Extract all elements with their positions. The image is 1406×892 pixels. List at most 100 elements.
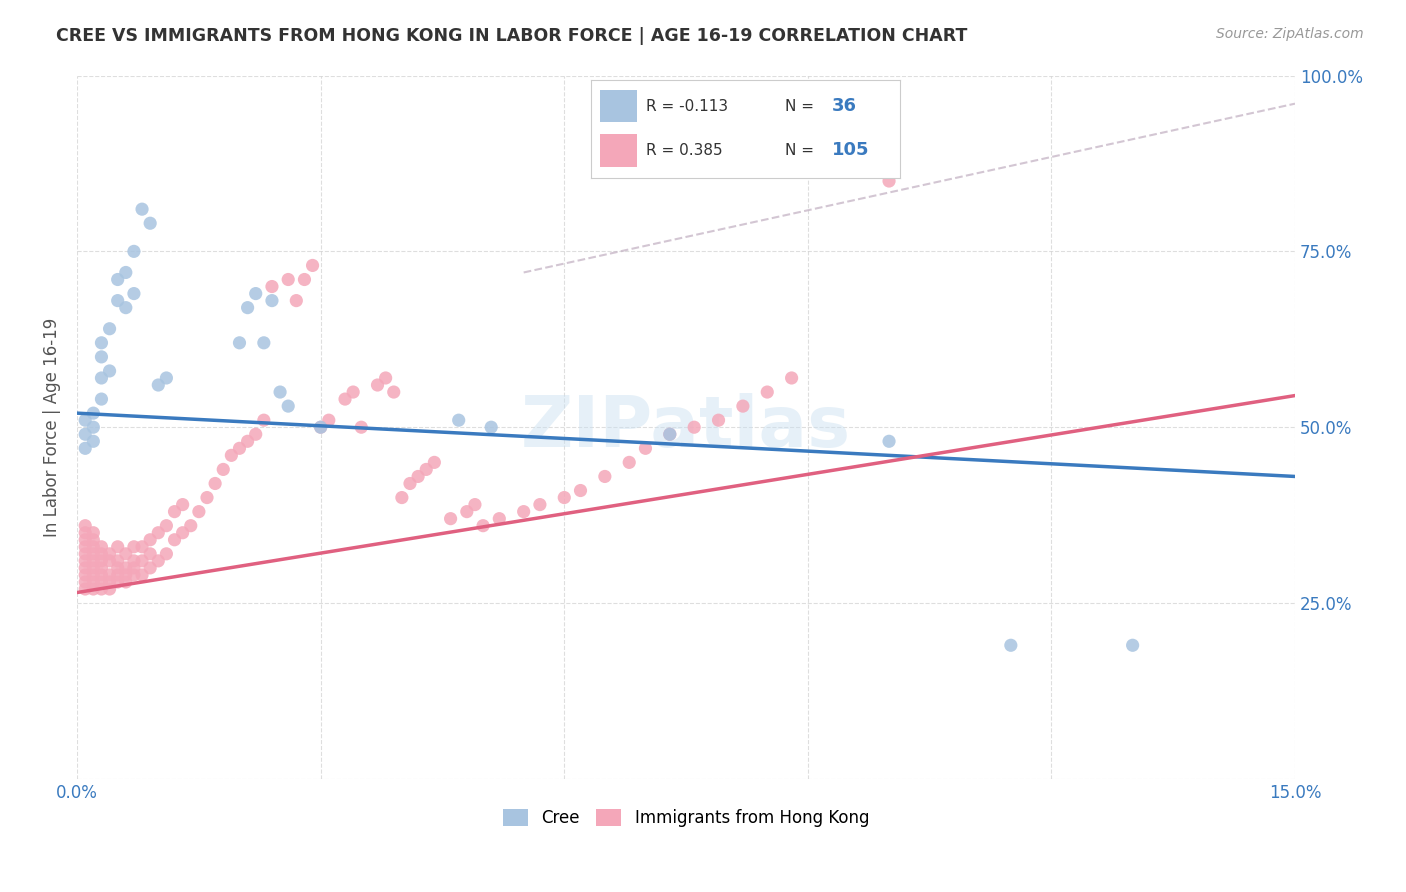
Point [658, 427, 681, 442]
Point [75, 540, 97, 554]
Point [569, 483, 592, 498]
Point [90, 568, 112, 582]
Point [260, 279, 283, 293]
Point [75, 561, 97, 575]
Point [155, 371, 177, 385]
Point [367, 378, 389, 392]
Point [90, 540, 112, 554]
Point [75, 442, 97, 456]
Point [187, 505, 209, 519]
Point [98, 364, 121, 378]
Point [114, 561, 136, 575]
Point [488, 511, 510, 525]
Text: R = -0.113: R = -0.113 [647, 99, 728, 114]
Point [707, 413, 730, 427]
Point [877, 434, 900, 449]
Text: CREE VS IMMIGRANTS FROM HONG KONG IN LABOR FORCE | AGE 16-19 CORRELATION CHART: CREE VS IMMIGRANTS FROM HONG KONG IN LAB… [56, 27, 967, 45]
Point [277, 399, 299, 413]
Point [107, 293, 129, 308]
Point [406, 469, 429, 483]
Point [131, 554, 153, 568]
Point [90, 561, 112, 575]
Point [318, 413, 340, 427]
Point [82, 406, 104, 420]
Point [236, 301, 259, 315]
Point [253, 413, 276, 427]
Point [447, 413, 470, 427]
Point [172, 498, 194, 512]
Point [122, 554, 145, 568]
Point [415, 462, 437, 476]
Point [98, 582, 121, 596]
Point [107, 272, 129, 286]
Point [98, 547, 121, 561]
Point [107, 540, 129, 554]
Point [619, 455, 641, 469]
Point [75, 554, 97, 568]
Point [479, 420, 502, 434]
Point [82, 540, 104, 554]
Point [333, 392, 356, 406]
Point [148, 378, 170, 392]
Point [382, 385, 405, 400]
Point [163, 533, 186, 547]
Point [260, 293, 283, 308]
Point [75, 413, 97, 427]
Text: 105: 105 [832, 142, 869, 160]
Point [75, 518, 97, 533]
Point [342, 385, 364, 400]
Point [391, 491, 413, 505]
Point [553, 491, 575, 505]
Point [107, 568, 129, 582]
Point [212, 462, 235, 476]
Text: R = 0.385: R = 0.385 [647, 143, 723, 158]
Point [98, 322, 121, 336]
Point [90, 335, 112, 350]
Point [731, 399, 754, 413]
Point [107, 561, 129, 575]
Point [131, 202, 153, 216]
Point [683, 420, 706, 434]
Point [82, 547, 104, 561]
Point [98, 554, 121, 568]
Point [1000, 638, 1022, 652]
Text: N =: N = [786, 143, 814, 158]
Point [228, 335, 250, 350]
Point [82, 574, 104, 589]
Point [122, 568, 145, 582]
Point [114, 547, 136, 561]
Point [155, 518, 177, 533]
Text: N =: N = [786, 99, 814, 114]
Point [139, 547, 162, 561]
Text: Source: ZipAtlas.com: Source: ZipAtlas.com [1216, 27, 1364, 41]
Text: 36: 36 [832, 97, 856, 115]
Point [131, 540, 153, 554]
Point [780, 371, 803, 385]
Point [277, 272, 299, 286]
Point [82, 420, 104, 434]
Point [114, 574, 136, 589]
Point [529, 498, 551, 512]
Point [82, 561, 104, 575]
FancyBboxPatch shape [600, 134, 637, 167]
Point [236, 434, 259, 449]
Point [269, 385, 291, 400]
Point [114, 265, 136, 279]
Point [148, 525, 170, 540]
Point [82, 533, 104, 547]
Point [82, 568, 104, 582]
Point [294, 272, 316, 286]
Point [472, 518, 495, 533]
Point [75, 568, 97, 582]
Point [75, 525, 97, 540]
Point [90, 350, 112, 364]
Text: ZIPatlas: ZIPatlas [522, 392, 851, 462]
Point [464, 498, 486, 512]
Point [122, 244, 145, 259]
Point [756, 385, 779, 400]
Point [204, 476, 226, 491]
Point [877, 174, 900, 188]
Point [82, 554, 104, 568]
Point [658, 427, 681, 442]
Point [82, 582, 104, 596]
